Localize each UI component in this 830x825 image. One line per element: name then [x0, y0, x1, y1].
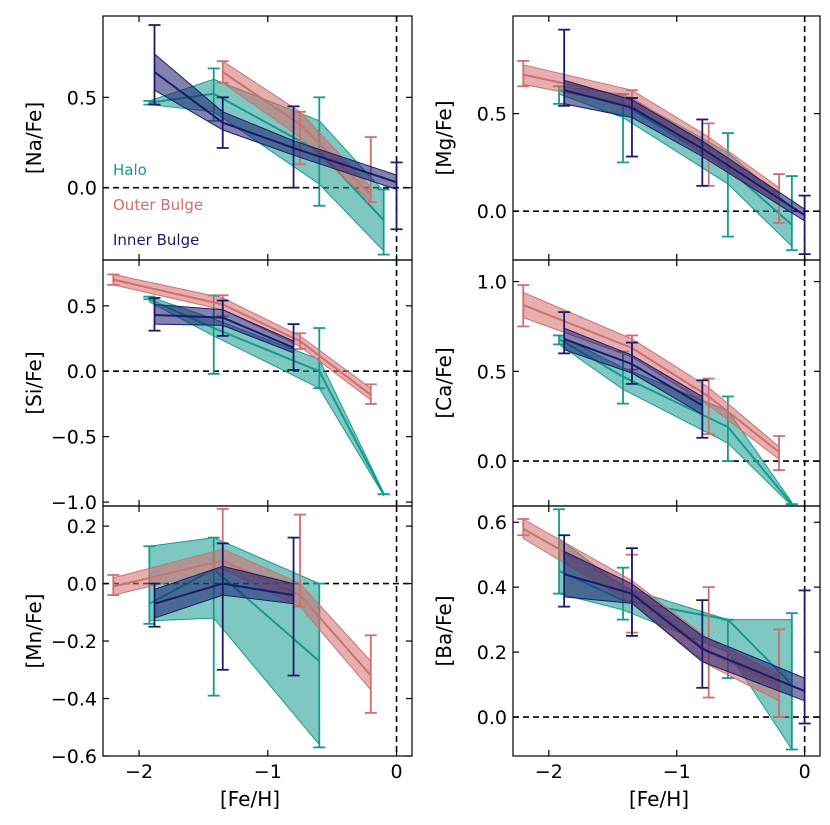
panel-si: −1.0 −0.5 0.0 0.5 [Si/Fe]: [22, 259, 413, 514]
x-axis-label-right: [Fe/H]: [629, 787, 689, 811]
panel-ba-ytick-label: 0.0: [477, 707, 507, 729]
panel-si-ytick-label: 0.5: [67, 296, 97, 318]
panel-na: 0.0 0.5 [Na/Fe] Halo Outer Bulge Inner Bulge: [22, 15, 413, 261]
panel-ca-ytick-label: 0.0: [477, 451, 507, 473]
panel-ba-ylabel: [Ba/Fe]: [432, 595, 456, 666]
panel-mg-ytick-label: 0.5: [477, 104, 507, 126]
legend-entry-inner-bulge: Inner Bulge: [113, 231, 199, 249]
panel-si-ytick-label: −0.5: [51, 427, 97, 449]
panel-si-outer-bulge-line: [113, 278, 372, 396]
panel-ca-plot: [513, 260, 820, 506]
panel-mn-ylabel: [Mn/Fe]: [22, 594, 46, 669]
panel-na-ylabel: [Na/Fe]: [22, 102, 46, 174]
panel-ca: 0.0 0.5 1.0 [Ca/Fe]: [432, 259, 821, 507]
panel-ba-inner-bulge-line: [563, 573, 805, 693]
panel-mg-plot: [513, 16, 820, 260]
panel-ba: 0.0 0.2 0.4 0.6 −2 −1 0 [Ba/Fe]: [432, 505, 821, 783]
panel-si-ylabel: [Si/Fe]: [22, 351, 46, 414]
panel-mn-ytick-label: 0.0: [67, 574, 97, 596]
panel-ca-ytick-label: 1.0: [477, 272, 507, 294]
panel-mn-frame: [102, 505, 413, 757]
legend-entry-halo: Halo: [113, 161, 147, 179]
panel-ba-ytick-label: 0.4: [477, 577, 507, 599]
panel-ba-xtick-label: −1: [663, 761, 691, 783]
legend-entry-outer-bulge: Outer Bulge: [113, 196, 203, 214]
panel-mn-xtick-label: 0: [391, 761, 403, 783]
panel-ba-plot: [513, 506, 820, 756]
panel-mg-ytick-label: 0.0: [477, 201, 507, 223]
panel-na-plot: [103, 16, 412, 260]
panel-mn-xtick-label: −1: [254, 761, 282, 783]
panel-ca-outer-bulge-line: [522, 303, 780, 453]
panel-mn-plot: [103, 506, 412, 756]
panel-si-ytick-label: −1.0: [51, 492, 97, 514]
panel-mn-ytick-label: −0.4: [51, 689, 97, 711]
panel-ca-ylabel: [Ca/Fe]: [432, 347, 456, 418]
panel-ba-frame: [512, 505, 821, 757]
panel-mg-ylabel: [Mg/Fe]: [432, 100, 456, 175]
panel-mg-inner-bulge-line: [563, 89, 806, 216]
panel-mn-ytick-label: 0.2: [67, 516, 97, 538]
panel-ba-ytick-label: 0.2: [477, 642, 507, 664]
panel-mn-ytick-label: −0.6: [51, 746, 97, 768]
panel-na-inner-bulge-line: [153, 71, 397, 184]
panel-mn-xtick-label: −2: [125, 761, 153, 783]
panel-ba-xtick-label: 0: [799, 761, 811, 783]
panel-mg: 0.0 0.5 [Mg/Fe]: [432, 15, 821, 261]
panel-ba-xtick-label: −2: [535, 761, 563, 783]
panel-ca-ytick-label: 0.5: [477, 361, 507, 383]
panel-mn-ytick-label: −0.2: [51, 631, 97, 653]
panel-mn: −0.6 −0.4 −0.2 0.0 0.2 −2 −1 0 [Mn/Fe]: [22, 505, 413, 783]
panel-si-plot: [103, 260, 412, 506]
panel-na-ytick-label: 0.5: [67, 87, 97, 109]
panel-si-ytick-label: 0.0: [67, 361, 97, 383]
panel-ba-ytick-label: 0.6: [477, 512, 507, 534]
x-axis-label-left: [Fe/H]: [220, 787, 280, 811]
legend: Halo Outer Bulge Inner Bulge: [113, 161, 203, 249]
panel-na-ytick-label: 0.0: [67, 178, 97, 200]
panel-ca-halo-band: [558, 334, 793, 506]
